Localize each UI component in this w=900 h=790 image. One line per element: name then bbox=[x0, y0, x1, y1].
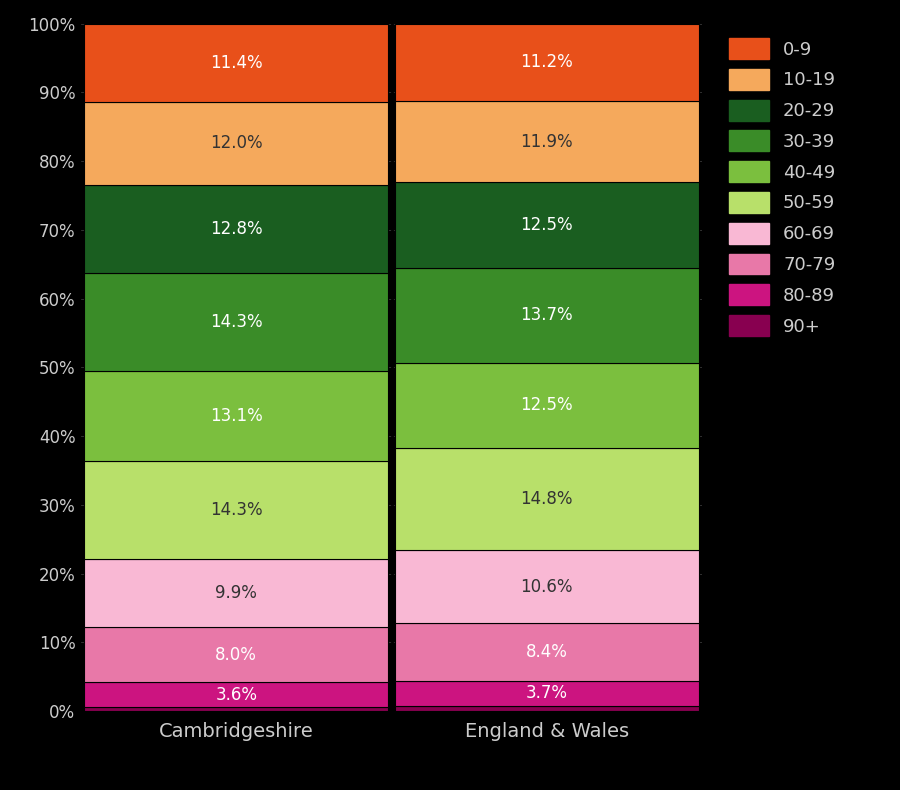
Text: 11.2%: 11.2% bbox=[520, 53, 573, 71]
Bar bbox=[394, 550, 699, 623]
Bar bbox=[84, 461, 389, 559]
Text: 12.8%: 12.8% bbox=[210, 220, 263, 238]
Text: 11.9%: 11.9% bbox=[520, 133, 573, 151]
Text: 8.4%: 8.4% bbox=[526, 643, 568, 661]
Text: 10.6%: 10.6% bbox=[520, 577, 573, 596]
Text: 14.3%: 14.3% bbox=[210, 501, 263, 519]
Bar bbox=[394, 100, 699, 182]
Text: 13.7%: 13.7% bbox=[520, 307, 573, 325]
Bar bbox=[394, 706, 699, 711]
Bar bbox=[394, 449, 699, 550]
Text: 3.7%: 3.7% bbox=[526, 684, 568, 702]
Text: 3.6%: 3.6% bbox=[215, 686, 257, 704]
Legend: 0-9, 10-19, 20-29, 30-39, 40-49, 50-59, 60-69, 70-79, 80-89, 90+: 0-9, 10-19, 20-29, 30-39, 40-49, 50-59, … bbox=[724, 32, 841, 341]
Text: 14.8%: 14.8% bbox=[520, 491, 573, 508]
Bar bbox=[84, 24, 389, 102]
Bar bbox=[394, 623, 699, 681]
Bar bbox=[84, 682, 389, 707]
Bar bbox=[394, 681, 699, 706]
Text: 12.5%: 12.5% bbox=[520, 216, 573, 235]
Bar bbox=[84, 185, 389, 273]
Bar bbox=[84, 371, 389, 461]
Bar bbox=[394, 363, 699, 449]
Bar bbox=[84, 559, 389, 627]
Text: 13.1%: 13.1% bbox=[210, 407, 263, 425]
Text: 9.9%: 9.9% bbox=[215, 584, 257, 602]
Bar bbox=[394, 24, 699, 100]
Bar bbox=[394, 269, 699, 363]
Text: 12.0%: 12.0% bbox=[210, 134, 263, 152]
Bar bbox=[84, 627, 389, 682]
Bar bbox=[84, 102, 389, 185]
Bar bbox=[84, 273, 389, 371]
Text: 11.4%: 11.4% bbox=[210, 54, 263, 72]
Bar bbox=[394, 182, 699, 269]
Bar bbox=[84, 707, 389, 711]
Text: 14.3%: 14.3% bbox=[210, 313, 263, 331]
Text: 12.5%: 12.5% bbox=[520, 397, 573, 415]
Text: 8.0%: 8.0% bbox=[215, 645, 257, 664]
